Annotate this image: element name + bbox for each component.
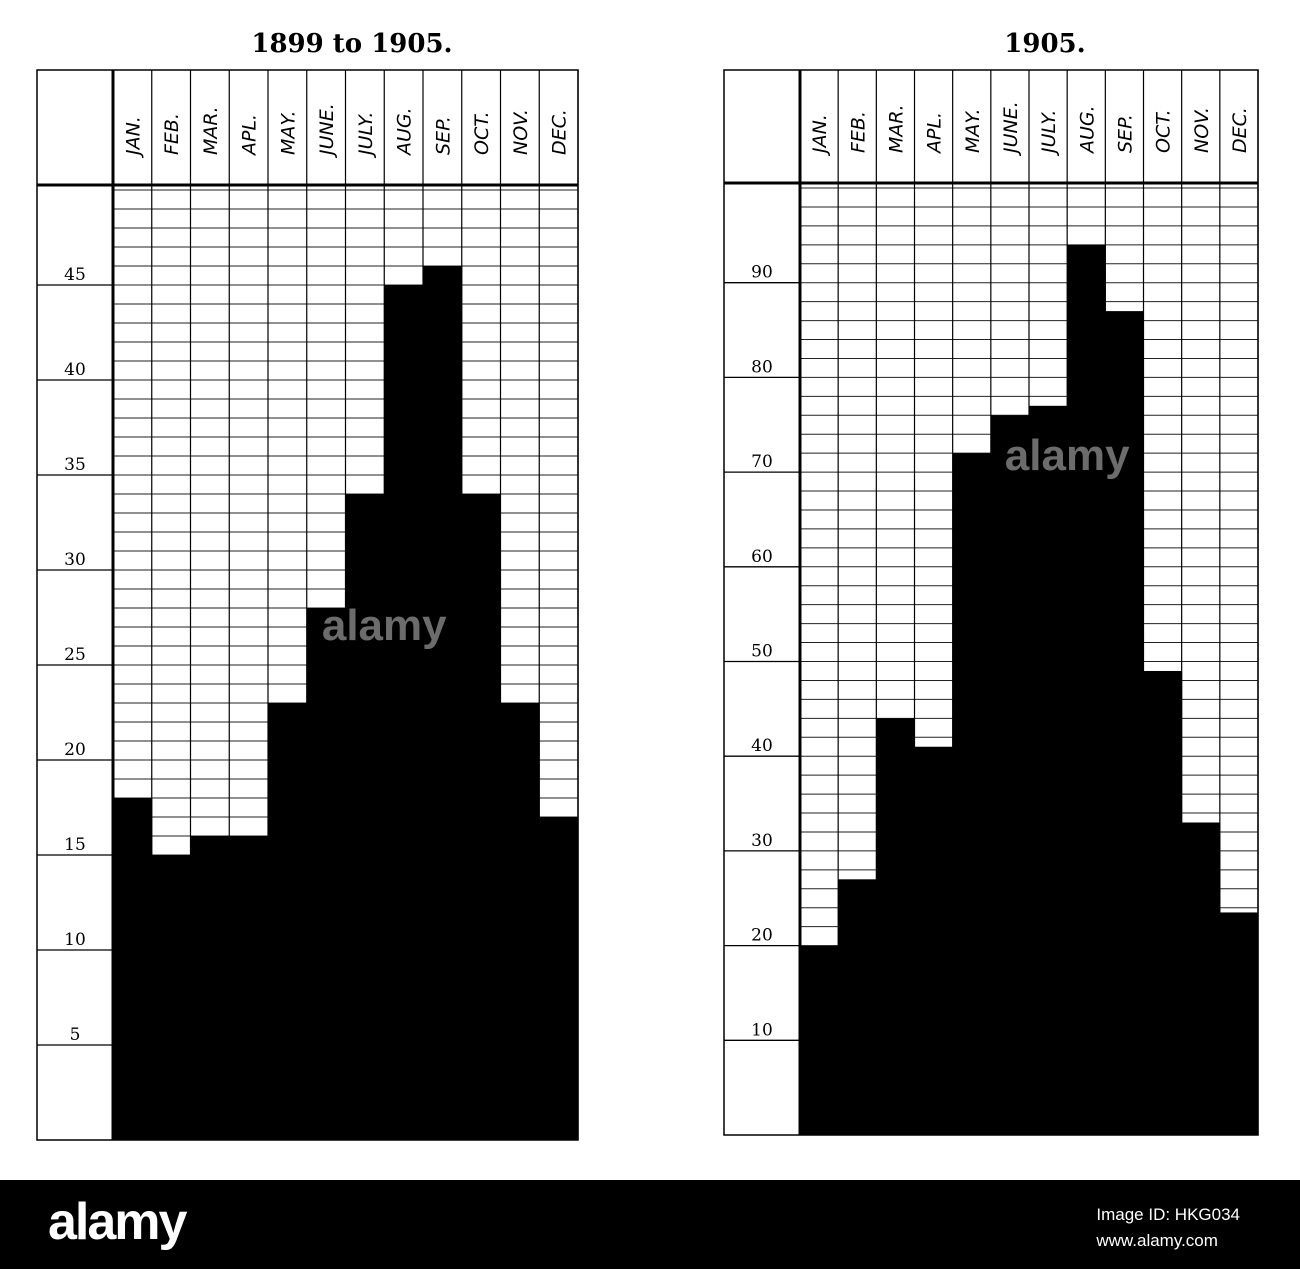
bar-sep	[1105, 311, 1144, 1135]
month-label: JULY.	[1038, 110, 1060, 157]
bar-jan	[800, 945, 839, 1135]
y-tick-label: 20	[64, 740, 86, 760]
bar-nov	[1181, 822, 1221, 1135]
month-label: JAN.	[122, 116, 144, 159]
month-label: APL.	[924, 112, 946, 155]
month-label: MAY.	[962, 108, 984, 153]
month-label: MAY.	[277, 110, 299, 155]
bar-june	[990, 415, 1030, 1135]
month-label: DEC.	[1229, 107, 1251, 153]
y-tick-label: 20	[751, 926, 773, 946]
footer-bar: alamy Image ID: HKG034 www.alamy.com	[0, 1180, 1300, 1269]
bar-may	[268, 703, 308, 1140]
y-tick-label: 80	[751, 357, 773, 377]
month-label: FEB.	[161, 113, 183, 155]
y-tick-label: 40	[751, 736, 773, 756]
month-label: MAR.	[200, 106, 222, 155]
y-tick-label: 10	[751, 1020, 773, 1040]
chart-title: 1905.	[1004, 29, 1085, 59]
month-label: JUNE.	[1000, 101, 1022, 157]
y-tick-label: 70	[751, 452, 773, 472]
chart-2: 1905. JAN. FEB. MAR. APL. MAY. JUNE. JULY. AUG. S…	[723, 29, 1259, 1136]
month-label: FEB.	[847, 111, 869, 153]
chart-title: 1899 to 1905.	[251, 29, 452, 59]
bar-jan	[113, 798, 153, 1140]
bar-may	[952, 453, 992, 1135]
bar-nov	[500, 703, 540, 1140]
y-tick-label: 90	[751, 263, 773, 283]
y-tick-label: 60	[751, 547, 773, 567]
y-tick-label: 40	[64, 360, 86, 380]
footer-info: Image ID: HKG034 www.alamy.com	[1096, 1202, 1240, 1254]
site-url: www.alamy.com	[1096, 1231, 1218, 1250]
month-label: MAR.	[885, 104, 907, 153]
y-tick-label: 15	[64, 835, 86, 855]
month-label: NOV.	[1191, 107, 1213, 153]
bar-mar	[876, 718, 915, 1135]
chart-1: 1899 to 1905. JAN. FEB. MAR. APL. MAY. JUNE. JU…	[36, 29, 579, 1141]
month-label: JULY.	[355, 112, 377, 159]
bar-oct	[461, 494, 501, 1140]
bar-dec	[1219, 912, 1259, 1135]
bar-dec	[539, 817, 579, 1140]
month-label: JAN.	[809, 114, 831, 157]
month-label: SEP.	[432, 116, 454, 155]
bar-mar	[190, 836, 230, 1140]
month-label: JUNE.	[316, 103, 338, 159]
month-label: OCT.	[1153, 109, 1175, 153]
y-tick-label: 10	[64, 930, 86, 950]
image-id: Image ID: HKG034	[1096, 1205, 1240, 1224]
month-label: APL.	[239, 114, 261, 157]
alamy-logo: alamy	[48, 1193, 187, 1251]
month-label: OCT.	[471, 111, 493, 155]
month-label: SEP.	[1114, 114, 1136, 153]
bar-aug	[1067, 244, 1106, 1135]
watermark: alamy	[322, 601, 447, 650]
bar-july	[1029, 405, 1068, 1135]
y-tick-label: 5	[70, 1025, 81, 1045]
bar-july	[345, 494, 385, 1140]
charts: 1899 to 1905. JAN. FEB. MAR. APL. MAY. JUNE. JU…	[36, 29, 1259, 1141]
bar-june	[306, 608, 346, 1140]
bar-feb	[151, 855, 191, 1140]
y-tick-label: 50	[751, 642, 773, 662]
watermark: alamy	[1005, 431, 1130, 480]
y-tick-label: 30	[751, 831, 773, 851]
bar-sep	[423, 266, 463, 1140]
month-label: AUG.	[394, 107, 416, 157]
bar-apl	[229, 836, 269, 1140]
y-tick-label: 30	[64, 550, 86, 570]
bar-aug	[384, 285, 424, 1140]
month-label: DEC.	[549, 109, 571, 155]
y-tick-label: 35	[64, 455, 86, 475]
y-tick-label: 45	[64, 265, 86, 285]
bar-feb	[838, 879, 877, 1135]
bar-oct	[1143, 670, 1183, 1135]
bar-apl	[914, 746, 954, 1135]
y-tick-label: 25	[64, 645, 86, 665]
month-label: AUG.	[1076, 105, 1098, 155]
month-label: NOV.	[510, 109, 532, 155]
